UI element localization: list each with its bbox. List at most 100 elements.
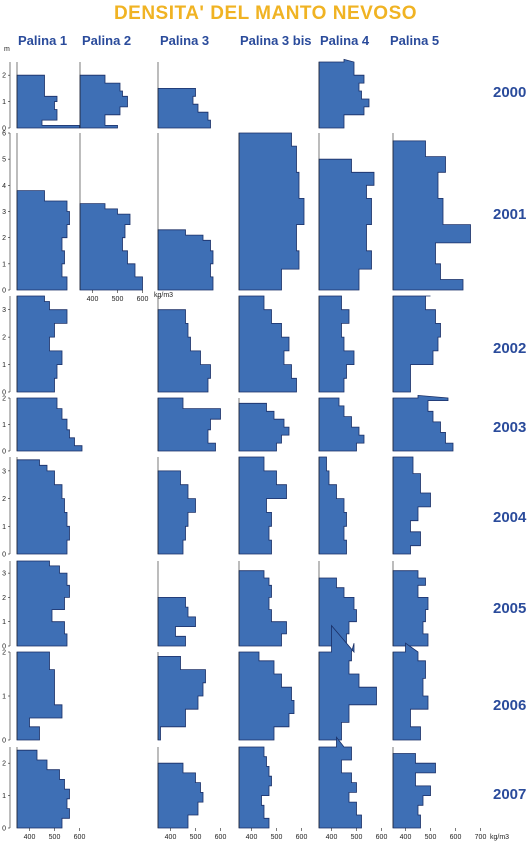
density-profile-palina-3-bis-2001 [238,132,305,291]
density-profile-palina-4-2005 [318,577,357,647]
y-tick-label: 2 [2,335,6,342]
x-tick-label: 400 [165,834,177,841]
y-tick-label: 1 [2,422,6,429]
density-profile-palina-5-2004 [392,456,431,555]
y-tick-label: 0 [2,826,6,833]
density-profile-palina-2-2001 [79,203,143,291]
x-tick-label: 600 [450,834,462,841]
y-tick-label: 0 [2,449,6,456]
density-profile-palina-4-2007 [318,736,362,829]
density-profile-palina-4-2003 [318,397,365,452]
y-tick-label: 2 [2,396,6,403]
density-profile-palina-1-2005 [16,560,70,647]
density-profile-palina-5-2005 [392,570,429,647]
year-label-2004: 2004 [493,509,527,526]
x-axis-unit-label-palina-2: kg/m3 [154,292,174,299]
x-tick-label: 400 [246,834,258,841]
y-tick-label: 0 [2,738,6,745]
y-tick-label: 1 [2,694,6,701]
y-axis-unit-label: m [4,46,10,53]
density-profile-palina-1-2006 [16,651,63,741]
y-tick-label: 6 [2,131,6,138]
y-tick-label: 2 [2,73,6,80]
density-profile-palina-3-2004 [157,470,196,555]
y-tick-label: 5 [2,157,6,164]
y-tick-label: 0 [2,288,6,295]
x-tick-label: 700 [475,834,487,841]
x-tick-label: 500 [190,834,202,841]
density-profile-palina-3-2001 [157,229,214,291]
x-tick-label: 400 [87,296,99,303]
density-profile-palina-3-2002 [157,309,211,393]
density-profile-palina-5-2007 [392,753,436,829]
x-tick-label: 600 [215,834,227,841]
column-header-palina-5: Palina 5 [390,33,440,48]
density-profile-palina-3-bis-2006 [238,651,295,741]
x-tick-label: 500 [425,834,437,841]
x-tick-label: 400 [24,834,36,841]
x-tick-label: 600 [376,834,388,841]
density-profile-palina-3-2003 [157,397,221,452]
year-label-2003: 2003 [493,419,527,436]
density-profile-palina-5-2002 [392,295,441,393]
density-profile-palina-5-2001 [392,140,471,291]
x-tick-label: 600 [74,834,86,841]
year-label-2007: 2007 [493,786,527,803]
column-header-palina-2: Palina 2 [82,33,132,48]
y-tick-label: 2 [2,496,6,503]
density-profile-palina-5-2003 [392,394,454,452]
density-profile-palina-4-2004 [318,456,347,555]
y-tick-label: 3 [2,307,6,314]
density-profile-palina-1-2002 [16,295,68,393]
y-tick-label: 2 [2,235,6,242]
density-profile-palina-4-2006 [318,624,377,741]
y-tick-label: 1 [2,524,6,531]
x-tick-label: 400 [400,834,412,841]
y-tick-label: 3 [2,209,6,216]
x-tick-label: 500 [112,296,124,303]
year-label-2005: 2005 [493,600,527,617]
y-tick-label: 1 [2,619,6,626]
density-profile-palina-3-2006 [157,656,206,741]
density-profile-palina-3-2005 [157,597,196,647]
density-profile-palina-1-2007 [16,749,70,829]
density-profile-palina-3-bis-2002 [238,295,297,393]
y-tick-label: 4 [2,183,6,190]
chart-title: DENSITA' DEL MANTO NEVOSO [113,3,418,24]
density-profile-palina-3-2007 [157,762,204,829]
column-header-palina-1: Palina 1 [18,33,68,48]
y-tick-label: 1 [2,362,6,369]
x-tick-label: 400 [326,834,338,841]
column-header-palina-3-bis: Palina 3 bis [240,33,312,48]
density-profile-palina-3-2000 [157,88,211,129]
density-profile-palina-4-2000 [318,58,370,129]
density-profile-palina-5-2006 [392,642,429,741]
x-axis-unit-label-bottom: kg/m3 [490,834,510,841]
y-tick-label: 0 [2,552,6,559]
x-tick-label: 600 [296,834,308,841]
y-tick-label: 2 [2,761,6,768]
density-profile-palina-3-bis-2007 [238,746,272,829]
density-profile-palina-1-2004 [16,459,70,555]
density-profile-palina-2-2000 [79,74,128,129]
y-tick-label: 1 [2,793,6,800]
density-profile-palina-3-bis-2003 [238,402,290,452]
density-profile-palina-4-2002 [318,295,355,393]
density-profile-palina-1-2001 [16,190,70,291]
y-tick-label: 0 [2,644,6,651]
y-tick-label: 2 [2,650,6,657]
density-profile-palina-1-2000 [16,74,80,129]
y-tick-label: 3 [2,468,6,475]
year-label-2000: 2000 [493,84,527,101]
column-header-palina-3: Palina 3 [160,33,210,48]
y-tick-label: 0 [2,126,6,133]
year-label-2001: 2001 [493,206,527,223]
year-label-2002: 2002 [493,340,527,357]
y-tick-label: 1 [2,99,6,106]
x-tick-label: 500 [271,834,283,841]
y-tick-label: 2 [2,595,6,602]
density-profile-palina-3-bis-2005 [238,570,287,647]
x-tick-label: 500 [351,834,363,841]
x-tick-label: 600 [137,296,149,303]
